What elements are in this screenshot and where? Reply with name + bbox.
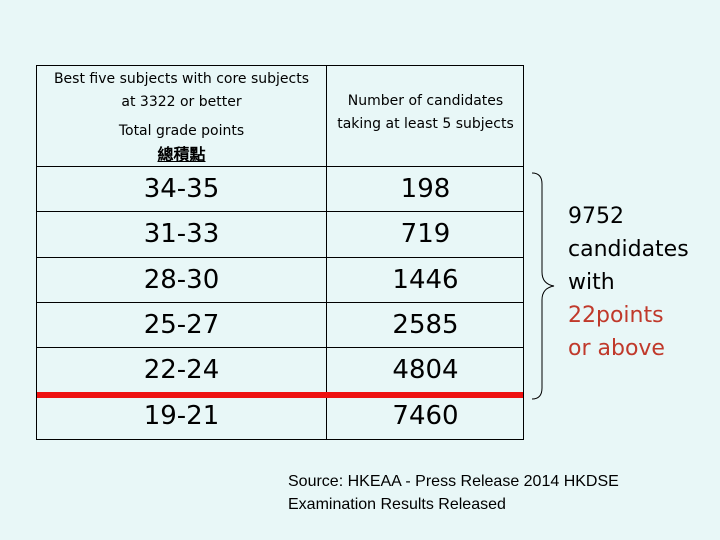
table-cell-count: 2585	[392, 310, 459, 340]
table-cell-range: 34-35	[143, 174, 220, 204]
annotation-line: with	[568, 270, 615, 295]
table-cell-count: 4804	[392, 355, 459, 385]
source-citation: Source: HKEAA - Press Release 2014 HKDSE…	[288, 470, 708, 516]
annotation-line: 9752	[568, 204, 624, 229]
table-cell-count: 7460	[392, 401, 459, 431]
cutoff-line	[37, 392, 523, 398]
header-left-total: Total grade points	[118, 123, 245, 139]
annotation-line: candidates	[568, 237, 689, 262]
header-right-line2: taking at least 5 subjects	[337, 116, 514, 132]
table-cell-range: 19-21	[143, 401, 220, 431]
table-cell-range: 22-24	[143, 355, 220, 385]
table-cell-range: 25-27	[143, 310, 220, 340]
header-left-line1: Best five subjects with core subjects	[53, 71, 310, 87]
row-divider	[37, 211, 523, 212]
header-left-line2: at 3322 or better	[121, 94, 242, 110]
row-divider	[37, 257, 523, 258]
header-left-chinese: 總積點	[157, 145, 206, 164]
annotation-highlight: or above	[568, 336, 665, 361]
table-cell-range: 28-30	[143, 265, 220, 295]
row-divider	[37, 302, 523, 303]
header-right-line1: Number of candidates	[347, 93, 504, 109]
source-line: Examination Results Released	[288, 496, 506, 513]
row-divider	[37, 347, 523, 348]
results-table: Best five subjects with core subjects at…	[36, 65, 524, 440]
annotation-highlight: 22points	[568, 303, 664, 328]
header-left-title: Best five subjects with core subjects at…	[37, 68, 326, 114]
header-right-title: Number of candidates taking at least 5 s…	[327, 90, 524, 136]
table-cell-count: 1446	[392, 265, 459, 295]
table-cell-count: 719	[400, 219, 451, 249]
header-divider	[37, 166, 523, 167]
table-cell-count: 198	[400, 174, 451, 204]
right-brace-icon	[531, 172, 555, 400]
column-divider	[326, 66, 327, 439]
source-line: Source: HKEAA - Press Release 2014 HKDSE	[288, 473, 619, 490]
table-cell-range: 31-33	[143, 219, 220, 249]
summary-annotation: 9752 candidates with 22points or above	[568, 200, 689, 365]
